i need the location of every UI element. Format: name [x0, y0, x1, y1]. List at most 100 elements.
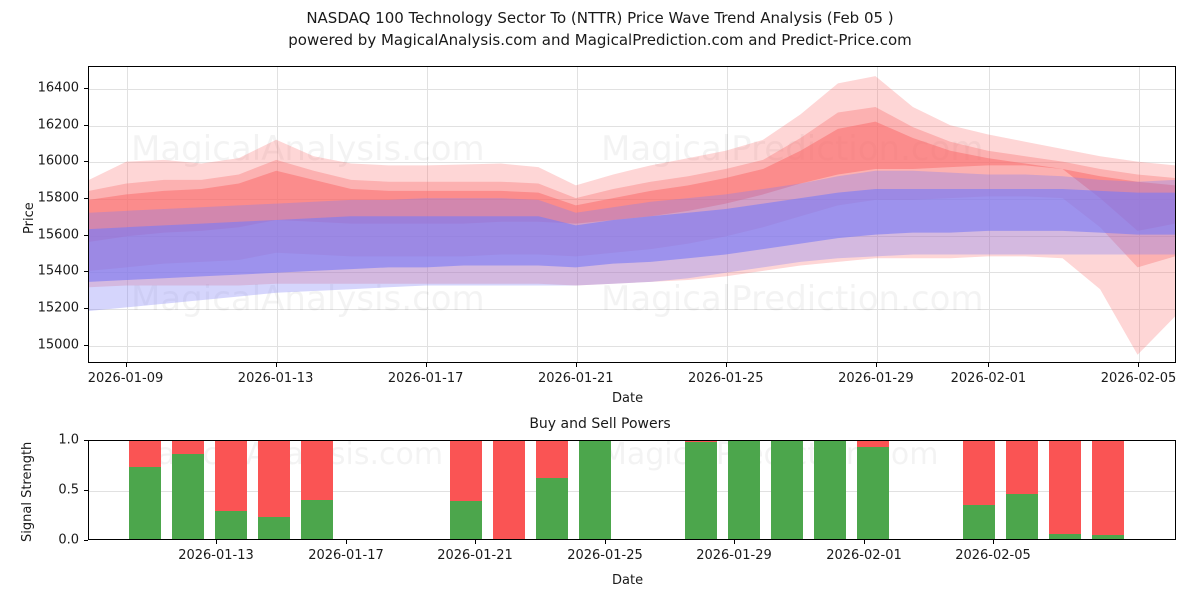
- power-y-tickmark: [84, 490, 88, 491]
- price-y-tickmark: [84, 271, 88, 273]
- power-bar[interactable]: [215, 441, 247, 539]
- price-x-tick-label: 2026-01-17: [387, 371, 464, 386]
- price-x-tick-label: 2026-01-25: [688, 371, 764, 386]
- gridline-horizontal: [89, 89, 1175, 90]
- price-x-tickmark: [1138, 363, 1140, 367]
- power-bar[interactable]: [1092, 441, 1124, 539]
- power-bar[interactable]: [579, 441, 611, 539]
- sell-power-segment: [493, 441, 525, 539]
- band-blue-band-core: [89, 188, 1175, 282]
- price-y-tick-label: 15000: [37, 337, 79, 353]
- buy-power-segment: [258, 517, 290, 539]
- power-x-tickmark: [346, 540, 347, 544]
- sell-power-segment: [215, 441, 247, 511]
- sell-power-segment: [1006, 441, 1038, 494]
- price-y-tick-label: 15400: [37, 263, 79, 279]
- power-bar[interactable]: [685, 441, 717, 539]
- power-bar[interactable]: [129, 441, 161, 539]
- buy-power-segment: [963, 505, 995, 539]
- power-x-tickmark: [216, 540, 217, 544]
- power-x-tickmark: [605, 540, 606, 544]
- price-x-tickmark: [425, 363, 427, 367]
- power-bar[interactable]: [1049, 441, 1081, 539]
- sell-power-segment: [857, 441, 889, 447]
- power-x-tick-label: 2026-01-13: [178, 548, 254, 563]
- sell-power-segment: [129, 441, 161, 467]
- price-y-tickmark: [84, 234, 88, 236]
- sell-power-segment: [450, 441, 482, 501]
- price-x-tick-label: 2026-02-01: [950, 371, 1027, 386]
- price-y-tick-label: 15200: [37, 300, 79, 316]
- power-x-tickmark: [475, 540, 476, 544]
- buy-power-segment: [685, 442, 717, 539]
- price-y-tickmark: [84, 88, 88, 89]
- sell-power-segment: [258, 441, 290, 517]
- buy-power-segment: [129, 467, 161, 539]
- power-bar[interactable]: [1006, 441, 1038, 539]
- price-x-tick-label: 2026-01-21: [537, 371, 614, 386]
- power-bar[interactable]: [857, 441, 889, 539]
- price-x-tickmark: [275, 363, 277, 367]
- gridline-horizontal: [89, 125, 1175, 127]
- power-y-axis-label: Signal Strength: [20, 441, 35, 542]
- sell-power-segment: [1049, 441, 1081, 534]
- power-bar[interactable]: [450, 441, 482, 539]
- buy-power-segment: [814, 441, 846, 539]
- price-y-tick-label: 16400: [37, 80, 79, 96]
- power-x-tick-label: 2026-01-17: [308, 548, 384, 563]
- buy-power-segment: [1049, 534, 1081, 539]
- price-x-tickmark: [988, 363, 990, 367]
- price-x-tickmark: [575, 363, 577, 367]
- price-y-tick-label: 16000: [37, 153, 79, 169]
- power-x-tickmark: [864, 540, 865, 544]
- chart-title-line-2: powered by MagicalAnalysis.com and Magic…: [288, 31, 912, 49]
- power-bar[interactable]: [728, 441, 760, 539]
- price-y-tick-label: 16200: [37, 117, 79, 133]
- buy-power-segment: [215, 511, 247, 539]
- price-wave-bands: [89, 76, 1175, 355]
- power-bar[interactable]: [172, 441, 204, 539]
- sell-power-segment: [172, 441, 204, 454]
- power-bar[interactable]: [771, 441, 803, 539]
- price-chart-plot-area: MagicalAnalysis.comMagicalPrediction.com…: [88, 66, 1176, 363]
- sell-power-segment: [301, 441, 333, 500]
- buy-power-segment: [536, 478, 568, 539]
- price-y-tickmark: [84, 308, 88, 309]
- buy-power-segment: [450, 501, 482, 539]
- band-red-band-core: [89, 121, 1175, 242]
- price-y-tick-label: 15800: [37, 190, 79, 206]
- price-x-tickmark: [725, 363, 727, 367]
- power-bar[interactable]: [536, 441, 568, 539]
- price-x-axis-label: Date: [612, 391, 644, 406]
- power-x-tick-label: 2026-01-25: [567, 548, 643, 563]
- buy-power-segment: [1006, 494, 1038, 539]
- power-x-tickmark: [734, 540, 735, 544]
- gridline-horizontal: [89, 272, 1175, 274]
- power-bar[interactable]: [963, 441, 995, 539]
- power-x-tickmark: [993, 540, 994, 544]
- sell-power-segment: [1092, 441, 1124, 535]
- power-bar[interactable]: [814, 441, 846, 539]
- power-bar[interactable]: [301, 441, 333, 539]
- price-x-tick-label: 2026-01-09: [87, 371, 164, 386]
- sell-power-segment: [536, 441, 568, 478]
- price-x-tick-label: 2026-01-29: [838, 371, 914, 386]
- gridline-horizontal: [89, 309, 1175, 310]
- power-bar[interactable]: [258, 441, 290, 539]
- power-bar[interactable]: [493, 441, 525, 539]
- buy-power-segment: [301, 500, 333, 539]
- price-y-tick-label: 15600: [37, 227, 79, 243]
- gridline-horizontal: [89, 345, 1175, 347]
- buy-power-segment: [172, 454, 204, 539]
- power-y-tick-label: 0.0: [58, 532, 79, 548]
- price-y-axis-label: Price: [22, 202, 37, 234]
- buy-power-segment: [857, 447, 889, 539]
- power-x-tick-label: 2026-01-29: [696, 548, 772, 563]
- buy-power-segment: [771, 441, 803, 539]
- gridline-horizontal: [89, 162, 1175, 164]
- power-chart-title: Buy and Sell Powers: [529, 416, 671, 432]
- price-x-tick-label: 2026-02-05: [1100, 371, 1177, 386]
- power-x-axis-label: Date: [612, 573, 644, 588]
- chart-title-line-1: NASDAQ 100 Technology Sector To (NTTR) P…: [306, 9, 894, 27]
